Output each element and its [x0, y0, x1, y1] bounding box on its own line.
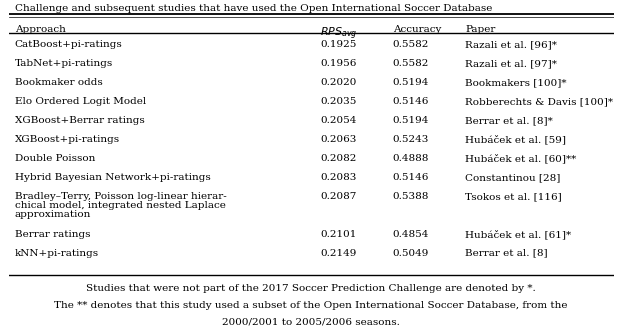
Text: Bookmakers [100]*: Bookmakers [100]* — [465, 78, 567, 87]
Text: The ** denotes that this study used a subset of the Open International Soccer Da: The ** denotes that this study used a su… — [54, 301, 568, 310]
Text: Studies that were not part of the 2017 Soccer Prediction Challenge are denoted b: Studies that were not part of the 2017 S… — [86, 284, 536, 293]
Text: TabNet+pi-ratings: TabNet+pi-ratings — [15, 59, 113, 68]
Text: 0.5194: 0.5194 — [393, 78, 429, 87]
Text: 0.2054: 0.2054 — [320, 116, 356, 125]
Text: $\mathit{RPS}_{avg}$: $\mathit{RPS}_{avg}$ — [320, 25, 358, 42]
Text: kNN+pi-ratings: kNN+pi-ratings — [15, 249, 99, 258]
Text: Constantinou [28]: Constantinou [28] — [465, 173, 561, 182]
Text: 0.2020: 0.2020 — [320, 78, 356, 87]
Text: Hubáček et al. [59]: Hubáček et al. [59] — [465, 135, 566, 145]
Text: 0.5243: 0.5243 — [393, 135, 429, 144]
Text: chical model, integrated nested Laplace: chical model, integrated nested Laplace — [15, 201, 226, 210]
Text: 0.2083: 0.2083 — [320, 173, 356, 182]
Text: Paper: Paper — [465, 25, 496, 34]
Text: 0.2035: 0.2035 — [320, 97, 356, 106]
Text: 0.2149: 0.2149 — [320, 249, 356, 258]
Text: 0.1956: 0.1956 — [320, 59, 356, 68]
Text: Razali et al. [97]*: Razali et al. [97]* — [465, 59, 557, 68]
Text: Berrar ratings: Berrar ratings — [15, 230, 90, 239]
Text: 0.5146: 0.5146 — [393, 97, 429, 106]
Text: 0.1925: 0.1925 — [320, 40, 356, 49]
Text: Double Poisson: Double Poisson — [15, 154, 95, 163]
Text: Approach: Approach — [15, 25, 66, 34]
Text: Robberechts & Davis [100]*: Robberechts & Davis [100]* — [465, 97, 613, 106]
Text: 0.2101: 0.2101 — [320, 230, 356, 239]
Text: Hybrid Bayesian Network+pi-ratings: Hybrid Bayesian Network+pi-ratings — [15, 173, 211, 182]
Text: Razali et al. [96]*: Razali et al. [96]* — [465, 40, 557, 49]
Text: 0.5582: 0.5582 — [393, 59, 429, 68]
Text: Berrar et al. [8]*: Berrar et al. [8]* — [465, 116, 553, 125]
Text: 0.2087: 0.2087 — [320, 192, 356, 201]
Text: 0.5049: 0.5049 — [393, 249, 429, 258]
Text: 2000/2001 to 2005/2006 seasons.: 2000/2001 to 2005/2006 seasons. — [222, 317, 400, 326]
Text: Hubáček et al. [60]**: Hubáček et al. [60]** — [465, 154, 577, 164]
Text: XGBoost+pi-ratings: XGBoost+pi-ratings — [15, 135, 120, 144]
Text: Accuracy: Accuracy — [393, 25, 441, 34]
Text: approximation: approximation — [15, 210, 91, 219]
Text: 0.2082: 0.2082 — [320, 154, 356, 163]
Text: 0.5582: 0.5582 — [393, 40, 429, 49]
Text: Hubáček et al. [61]*: Hubáček et al. [61]* — [465, 230, 572, 239]
Text: 0.4854: 0.4854 — [393, 230, 429, 239]
Text: XGBoost+Berrar ratings: XGBoost+Berrar ratings — [15, 116, 145, 125]
Text: CatBoost+pi-ratings: CatBoost+pi-ratings — [15, 40, 122, 49]
Text: 0.5194: 0.5194 — [393, 116, 429, 125]
Text: 0.5388: 0.5388 — [393, 192, 429, 201]
Text: 0.4888: 0.4888 — [393, 154, 429, 163]
Text: Bradley–Terry, Poisson log-linear hierar-: Bradley–Terry, Poisson log-linear hierar… — [15, 192, 227, 201]
Text: Challenge and subsequent studies that have used the Open International Soccer Da: Challenge and subsequent studies that ha… — [15, 4, 492, 13]
Text: Tsokos et al. [116]: Tsokos et al. [116] — [465, 192, 562, 201]
Text: 0.2063: 0.2063 — [320, 135, 356, 144]
Text: Bookmaker odds: Bookmaker odds — [15, 78, 102, 87]
Text: Berrar et al. [8]: Berrar et al. [8] — [465, 249, 548, 258]
Text: 0.5146: 0.5146 — [393, 173, 429, 182]
Text: Elo Ordered Logit Model: Elo Ordered Logit Model — [15, 97, 146, 106]
